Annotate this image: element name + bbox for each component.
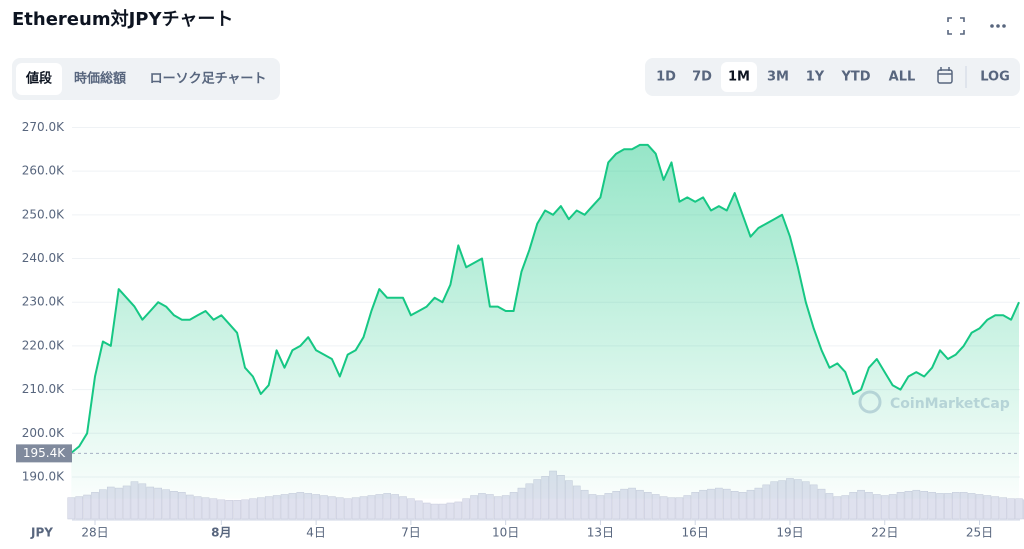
x-tick-label: 8月: [211, 526, 231, 540]
x-tick-label: 25日: [966, 526, 993, 540]
y-tick-label: 270.0K: [22, 120, 65, 134]
x-tick-label: 4日: [306, 526, 326, 540]
price-label-bg: [16, 444, 72, 463]
x-tick-label: 22日: [871, 526, 898, 540]
volume-bar: [399, 496, 407, 520]
volume-bar: [667, 497, 676, 520]
volume-bar: [272, 495, 281, 520]
price-label: 195.4K: [23, 446, 66, 460]
x-tick-label: 16日: [682, 526, 709, 540]
y-tick-label: 210.0K: [22, 382, 65, 396]
chart-title: Ethereum対JPYチャート: [12, 8, 233, 30]
volume-bar: [454, 501, 463, 520]
volume-bar: [407, 498, 415, 520]
volume-bar: [320, 495, 328, 520]
x-tick-label: 7日: [401, 526, 421, 540]
x-tick-label: 10日: [492, 526, 519, 540]
range-button[interactable]: YTD: [840, 70, 870, 85]
volume-bar: [359, 496, 368, 520]
volume-bar: [75, 496, 84, 520]
range-button[interactable]: 3M: [767, 70, 789, 85]
volume-bar: [414, 500, 423, 520]
x-tick-label: 19日: [776, 526, 803, 540]
y-tick-label: 240.0K: [22, 251, 65, 265]
x-axis-label: JPY: [30, 526, 53, 540]
y-tick-label: 200.0K: [22, 426, 65, 440]
volume-bar: [249, 498, 257, 520]
more-icon[interactable]: [990, 24, 1006, 28]
x-tick-label: 13日: [587, 526, 614, 540]
volume-bar: [430, 503, 439, 520]
volume-bar: [328, 496, 336, 520]
range-button[interactable]: 1M: [728, 70, 750, 85]
log-button[interactable]: LOG: [980, 70, 1010, 85]
range-button[interactable]: ALL: [889, 70, 916, 85]
volume-bar: [991, 496, 1000, 520]
tab[interactable]: ローソク足チャート: [150, 72, 267, 87]
volume-bar: [462, 498, 470, 520]
volume-bar: [683, 495, 692, 520]
tab-group: [12, 58, 280, 100]
y-tick-label: 250.0K: [22, 207, 65, 221]
y-tick-label: 190.0K: [22, 469, 65, 483]
range-button[interactable]: 7D: [692, 70, 712, 85]
calendar-icon[interactable]: [937, 67, 953, 84]
volume-bar: [841, 495, 850, 520]
volume-bar: [201, 497, 210, 520]
x-tick-label: 28日: [81, 526, 108, 540]
volume-bar: [1007, 498, 1015, 520]
area-fill: [71, 144, 1020, 499]
volume-bar: [351, 497, 360, 520]
y-tick-label: 230.0K: [22, 295, 65, 309]
volume-bar: [257, 497, 265, 520]
volume-bar: [209, 498, 218, 520]
volume-bar: [343, 498, 352, 520]
volume-bar: [446, 502, 455, 520]
volume-bar: [675, 497, 684, 520]
volume-bar: [264, 496, 273, 520]
volume-bar: [233, 500, 241, 520]
range-button[interactable]: 1D: [656, 70, 676, 85]
range-active-bg: [721, 62, 757, 92]
volume-bar: [438, 503, 447, 520]
volume-bar: [193, 496, 202, 520]
volume-bar: [659, 496, 668, 520]
volume-bar: [833, 496, 842, 520]
fullscreen-icon[interactable]: [947, 17, 965, 35]
y-tick-label: 260.0K: [22, 164, 65, 178]
volume-bar: [422, 502, 431, 520]
volume-bar: [217, 499, 226, 520]
volume-bar: [596, 495, 605, 520]
volume-bar: [241, 499, 249, 520]
volume-bar: [367, 495, 376, 520]
y-tick-label: 220.0K: [22, 338, 65, 352]
volume-bar: [67, 497, 76, 520]
volume-bar: [999, 497, 1008, 520]
volume-bar: [501, 495, 510, 520]
volume-bar: [225, 500, 234, 520]
volume-bar: [983, 495, 992, 520]
volume-bar: [1015, 498, 1023, 520]
tab[interactable]: 時価総額: [74, 71, 126, 87]
tab[interactable]: 値段: [25, 71, 52, 87]
tab-active-bg: [16, 63, 62, 95]
price-line: [70, 143, 1020, 454]
volume-bar: [493, 496, 502, 520]
volume-bar: [336, 497, 344, 520]
range-button[interactable]: 1Y: [806, 70, 825, 85]
volume-bar: [880, 495, 889, 520]
volume-bar: [470, 495, 478, 520]
